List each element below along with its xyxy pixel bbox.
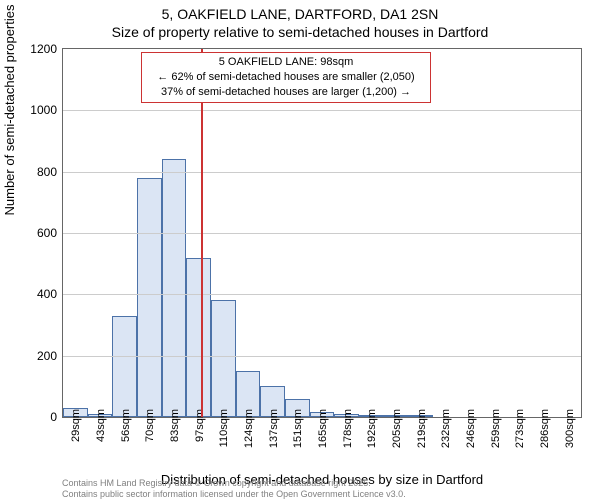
y-tick-label: 1000 [30,103,57,117]
x-tick-label: 205sqm [391,409,403,469]
gridline [63,294,581,295]
x-tick-label: 219sqm [416,409,428,469]
x-tick-label: 151sqm [292,409,304,469]
histogram-bar [162,159,187,417]
gridline [63,172,581,173]
x-tick-label: 165sqm [317,409,329,469]
x-tick-label: 273sqm [514,409,526,469]
annotation-box: 5 OAKFIELD LANE: 98sqm← 62% of semi-deta… [141,52,431,103]
gridline [63,233,581,234]
x-tick-label: 232sqm [440,409,452,469]
y-axis-label: Number of semi-detached properties [2,0,22,360]
chart-title-line2: Size of property relative to semi-detach… [0,24,600,40]
y-tick-label: 400 [37,287,57,301]
x-tick-label: 192sqm [366,409,378,469]
gridline [63,356,581,357]
histogram-bar [137,178,162,417]
x-tick-label: 137sqm [268,409,280,469]
x-tick-label: 97sqm [194,409,206,469]
histogram-bar [112,316,137,417]
x-tick-label: 56sqm [120,409,132,469]
gridline [63,110,581,111]
histogram-bar [186,258,211,417]
y-tick-label: 0 [50,410,57,424]
annotation-line: ← 62% of semi-detached houses are smalle… [148,70,424,85]
x-tick-label: 178sqm [342,409,354,469]
x-tick-label: 300sqm [564,409,576,469]
y-tick-label: 200 [37,349,57,363]
annotation-line: 37% of semi-detached houses are larger (… [148,85,424,100]
x-tick-label: 110sqm [218,409,230,469]
histogram-plot-area: 02004006008001000120029sqm43sqm56sqm70sq… [62,48,582,418]
x-tick-label: 43sqm [95,409,107,469]
histogram-bar [211,300,236,417]
y-tick-label: 600 [37,226,57,240]
page-root: 5, OAKFIELD LANE, DARTFORD, DA1 2SN Size… [0,0,600,500]
x-tick-label: 83sqm [169,409,181,469]
x-tick-label: 246sqm [465,409,477,469]
x-tick-label: 124sqm [243,409,255,469]
x-tick-label: 70sqm [144,409,156,469]
reference-marker-line [201,49,203,417]
annotation-line: 5 OAKFIELD LANE: 98sqm [148,55,424,70]
attribution-text: Contains HM Land Registry data © Crown c… [62,478,582,499]
x-tick-label: 29sqm [70,409,82,469]
x-tick-label: 286sqm [539,409,551,469]
chart-title-line1: 5, OAKFIELD LANE, DARTFORD, DA1 2SN [0,6,600,22]
y-tick-label: 1200 [30,42,57,56]
x-tick-label: 259sqm [490,409,502,469]
y-tick-label: 800 [37,165,57,179]
